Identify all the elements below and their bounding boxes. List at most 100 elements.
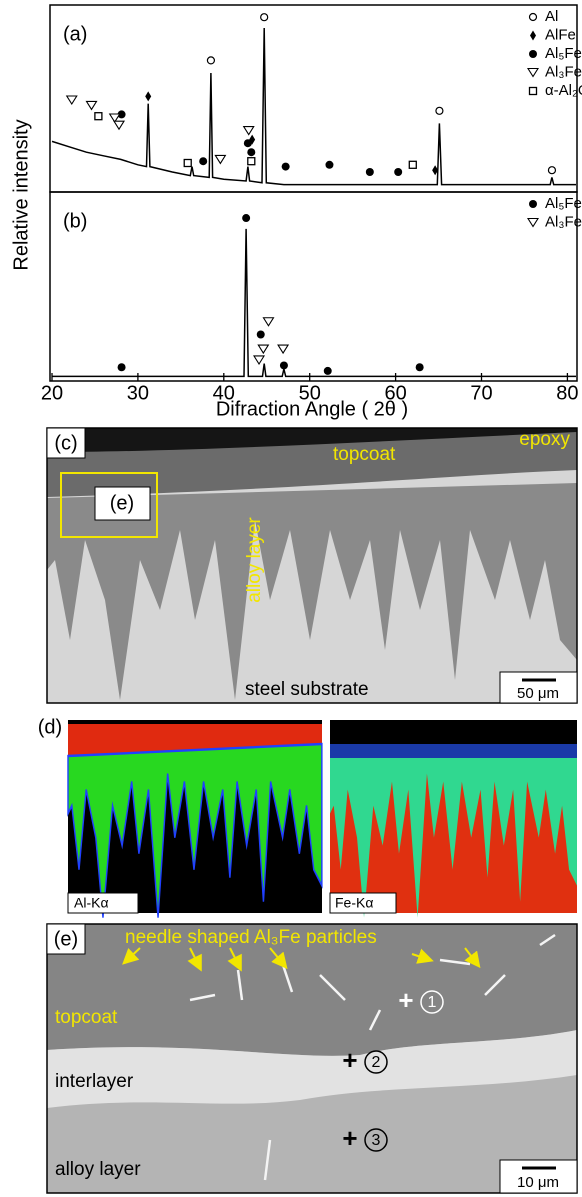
point-2: + 2 <box>342 1045 388 1075</box>
frame <box>46 923 578 1194</box>
caption: needle shaped Al₃Fe particles <box>125 927 377 948</box>
point-label: 3 <box>372 1132 381 1149</box>
x-tick-label: 70 <box>470 382 492 404</box>
marker <box>243 139 252 148</box>
legend-label: Al₃Fe <box>545 63 582 80</box>
marker <box>415 363 424 372</box>
legend-marker <box>530 30 536 41</box>
y-axis-label: Relative intensity <box>10 119 32 270</box>
x-tick-label: 80 <box>556 382 578 404</box>
marker <box>247 157 256 166</box>
inset-label-box <box>94 486 151 521</box>
spectrum <box>52 228 576 378</box>
frame <box>46 427 578 704</box>
legend-marker <box>529 50 537 58</box>
marker <box>94 112 103 121</box>
x-axis-label: Difraction Angle ( 2θ ) <box>216 398 408 420</box>
topcoat-label: topcoat <box>333 444 396 465</box>
legend-marker <box>527 67 539 78</box>
topcoat-region <box>47 924 577 1056</box>
marker <box>206 56 216 65</box>
marker <box>145 91 152 102</box>
marker <box>242 126 255 136</box>
svg-text:+: + <box>342 1045 357 1075</box>
panel-e: (e) needle shaped Al₃Fe particles topcoa… <box>46 923 578 1194</box>
panel-d: (d) Al-Kα Fe-Kα <box>38 716 577 919</box>
legend-label: Al₅Fe₂ <box>545 45 582 62</box>
map-label-box <box>329 892 397 914</box>
marker <box>277 344 290 355</box>
fe-low-band <box>330 744 577 758</box>
legend-label: Al <box>545 8 558 25</box>
label-box <box>46 427 86 459</box>
panel-label: (a) <box>63 23 87 45</box>
xrd-charts: Relative intensity Difraction Angle ( 2θ… <box>10 4 582 420</box>
interlayer-region <box>47 1030 577 1108</box>
x-tick-label: 30 <box>127 382 149 404</box>
panel-label: (b) <box>63 210 87 232</box>
map-label: Fe-Kα <box>335 895 373 911</box>
marker <box>325 160 334 169</box>
legend-marker <box>528 12 538 22</box>
panel-label: (e) <box>54 928 78 950</box>
marker <box>408 160 417 169</box>
legend-label: Al₃Fe <box>545 213 582 230</box>
inset-label: (e) <box>110 492 134 514</box>
marker <box>547 166 557 175</box>
alloy-label: alloy layer <box>244 517 265 603</box>
point-3: + 3 <box>342 1123 388 1153</box>
marker <box>85 100 98 111</box>
spectrum <box>51 27 576 186</box>
point-label: 2 <box>372 1054 381 1071</box>
map-label: Al-Kα <box>74 895 109 911</box>
epoxy-region <box>47 428 577 452</box>
x-tick-label: 60 <box>384 382 406 404</box>
marker <box>247 148 256 157</box>
point-label: 1 <box>428 994 437 1011</box>
marker <box>214 154 227 165</box>
marker <box>117 110 126 119</box>
inset-box <box>60 472 158 538</box>
legend-label: α-Al₂O₃ <box>545 82 582 99</box>
legend-marker <box>527 217 539 228</box>
legend-label: Al₅Fe₂ <box>545 195 582 212</box>
marker <box>199 157 208 166</box>
marker <box>323 366 332 375</box>
marker <box>435 106 444 115</box>
panel-c: (c) epoxy topcoat (e) alloy layer steel … <box>46 427 578 704</box>
marker <box>262 317 275 327</box>
marker <box>113 120 125 131</box>
topcoat-label: topcoat <box>55 1007 118 1028</box>
arrows <box>122 947 481 972</box>
marker <box>257 344 270 355</box>
legend-label: AlFe <box>545 26 576 43</box>
svg-text:+: + <box>398 985 413 1015</box>
marker <box>365 168 374 176</box>
marker <box>108 113 121 124</box>
label-box <box>46 923 86 955</box>
scale-box <box>499 1159 578 1194</box>
marker <box>394 168 403 176</box>
legend-marker <box>529 200 537 208</box>
x-tick-label: 50 <box>299 382 321 404</box>
marker <box>281 162 290 171</box>
point-1: + 1 <box>398 985 444 1015</box>
interlayer-label: interlayer <box>55 1071 134 1092</box>
epoxy-label: epoxy <box>519 429 570 450</box>
x-tick-label: 40 <box>213 382 235 404</box>
plot-frame <box>49 4 578 193</box>
map-label-box <box>67 892 139 914</box>
marker <box>183 158 192 168</box>
substrate-label: steel substrate <box>245 679 369 700</box>
marker <box>253 355 266 366</box>
marker <box>279 361 288 370</box>
marker <box>260 13 269 22</box>
marker <box>117 363 126 372</box>
scale-box <box>499 671 578 704</box>
panel-label: (d) <box>38 716 62 738</box>
panel-label: (c) <box>54 432 77 454</box>
alloy-label: alloy layer <box>55 1159 141 1180</box>
marker <box>65 95 78 106</box>
x-tick-label: 20 <box>41 382 63 404</box>
